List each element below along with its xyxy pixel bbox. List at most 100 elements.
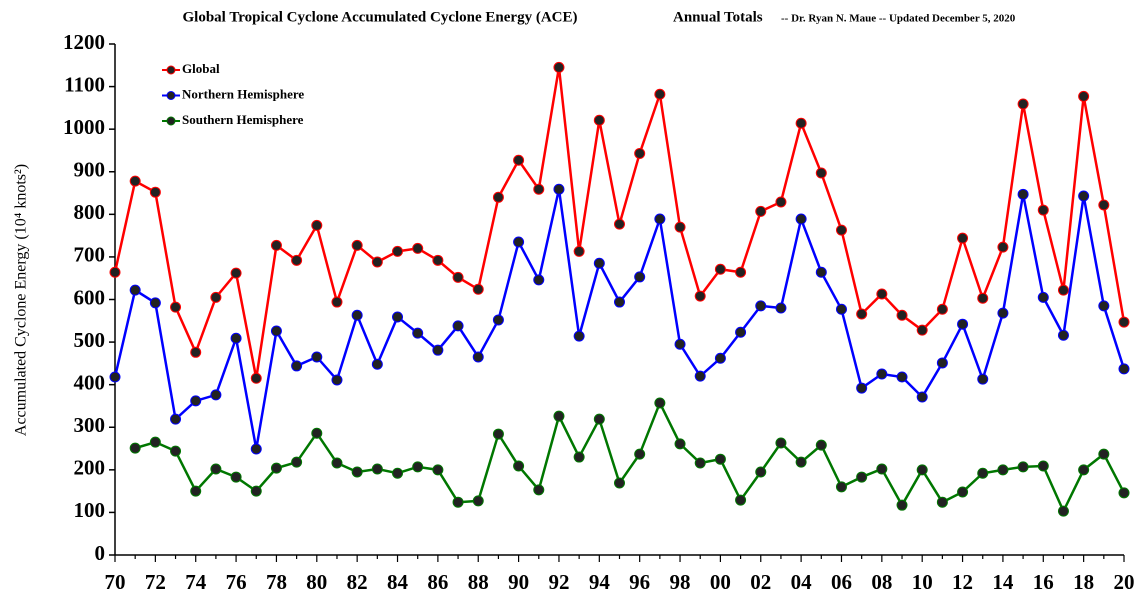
data-point [392,311,404,323]
y-tick-label: 300 [74,413,106,437]
x-tick-label: 12 [952,570,973,594]
x-tick-label: 08 [871,570,892,594]
data-point [674,438,686,450]
data-point [533,484,545,496]
data-point [634,271,646,283]
data-point [492,314,504,326]
data-point [1017,98,1029,110]
data-point [291,254,303,266]
data-point [1017,461,1029,473]
data-point [856,382,868,394]
y-tick-label: 400 [74,370,106,394]
y-tick-label: 100 [74,498,106,522]
data-point [291,456,303,468]
data-point [331,457,343,469]
data-point [936,303,948,315]
data-point [492,191,504,203]
data-point [129,175,141,187]
data-point [714,352,726,364]
data-point [815,167,827,179]
y-tick-label: 200 [74,456,106,480]
data-point [270,462,282,474]
data-point [472,351,484,363]
data-point [856,471,868,483]
x-tick-label: 70 [105,570,126,594]
x-tick-label: 90 [508,570,529,594]
data-point [553,61,565,73]
y-tick-label: 900 [74,158,106,182]
data-point [775,196,787,208]
data-point [472,283,484,295]
series-line [134,399,1126,515]
data-point [674,338,686,350]
data-point [755,466,767,478]
y-tick-label: 800 [74,200,106,224]
data-point [190,346,202,358]
data-point [351,239,363,251]
data-point [331,296,343,308]
chart-title: Global Tropical Cyclone Accumulated Cycl… [183,9,578,25]
data-point [957,318,969,330]
annotation: -- Dr. Ryan N. Maue -- Updated December … [781,13,1016,25]
y-tick-label: 1200 [63,30,105,54]
data-point [412,327,424,339]
data-point [573,451,585,463]
data-point [1037,460,1049,472]
data-point [714,263,726,275]
data-point [210,291,222,303]
data-point [1118,487,1130,499]
x-tick-label: 16 [1033,570,1054,594]
data-point [573,330,585,342]
data-point [835,303,847,315]
y-tick-label: 1000 [63,115,105,139]
legend-marker [166,91,176,100]
data-point [492,428,504,440]
data-point [815,439,827,451]
data-point [957,486,969,498]
data-point [452,271,464,283]
data-point [129,284,141,296]
data-point [997,307,1009,319]
data-point [1098,199,1110,211]
data-point [170,445,182,457]
data-point [553,183,565,195]
data-point [230,471,242,483]
data-point [815,266,827,278]
data-point [1057,329,1069,341]
data-point [835,224,847,236]
data-point [250,443,262,455]
x-tick-label: 74 [185,570,207,594]
x-tick-label: 84 [387,570,409,594]
x-tick-label: 72 [145,570,166,594]
data-point [170,413,182,425]
data-point [1098,448,1110,460]
legend-label: Northern Hemisphere [182,86,304,101]
data-point [250,372,262,384]
data-point [1118,363,1130,375]
data-point [412,242,424,254]
data-point [412,461,424,473]
data-point [795,213,807,225]
data-point [149,436,161,448]
data-point [593,413,605,425]
data-point [896,309,908,321]
data-point [1078,90,1090,102]
data-point [210,463,222,475]
data-point [1078,190,1090,202]
data-point [997,464,1009,476]
data-point [432,254,444,266]
data-point [634,448,646,460]
data-point [392,245,404,257]
data-point [250,485,262,497]
data-point [593,114,605,126]
data-point [129,442,141,454]
x-tick-label: 10 [912,570,933,594]
data-point [533,183,545,195]
data-point [513,154,525,166]
data-point [331,374,343,386]
data-point [916,391,928,403]
y-tick-label: 0 [95,541,106,565]
data-point [755,300,767,312]
data-point [977,292,989,304]
